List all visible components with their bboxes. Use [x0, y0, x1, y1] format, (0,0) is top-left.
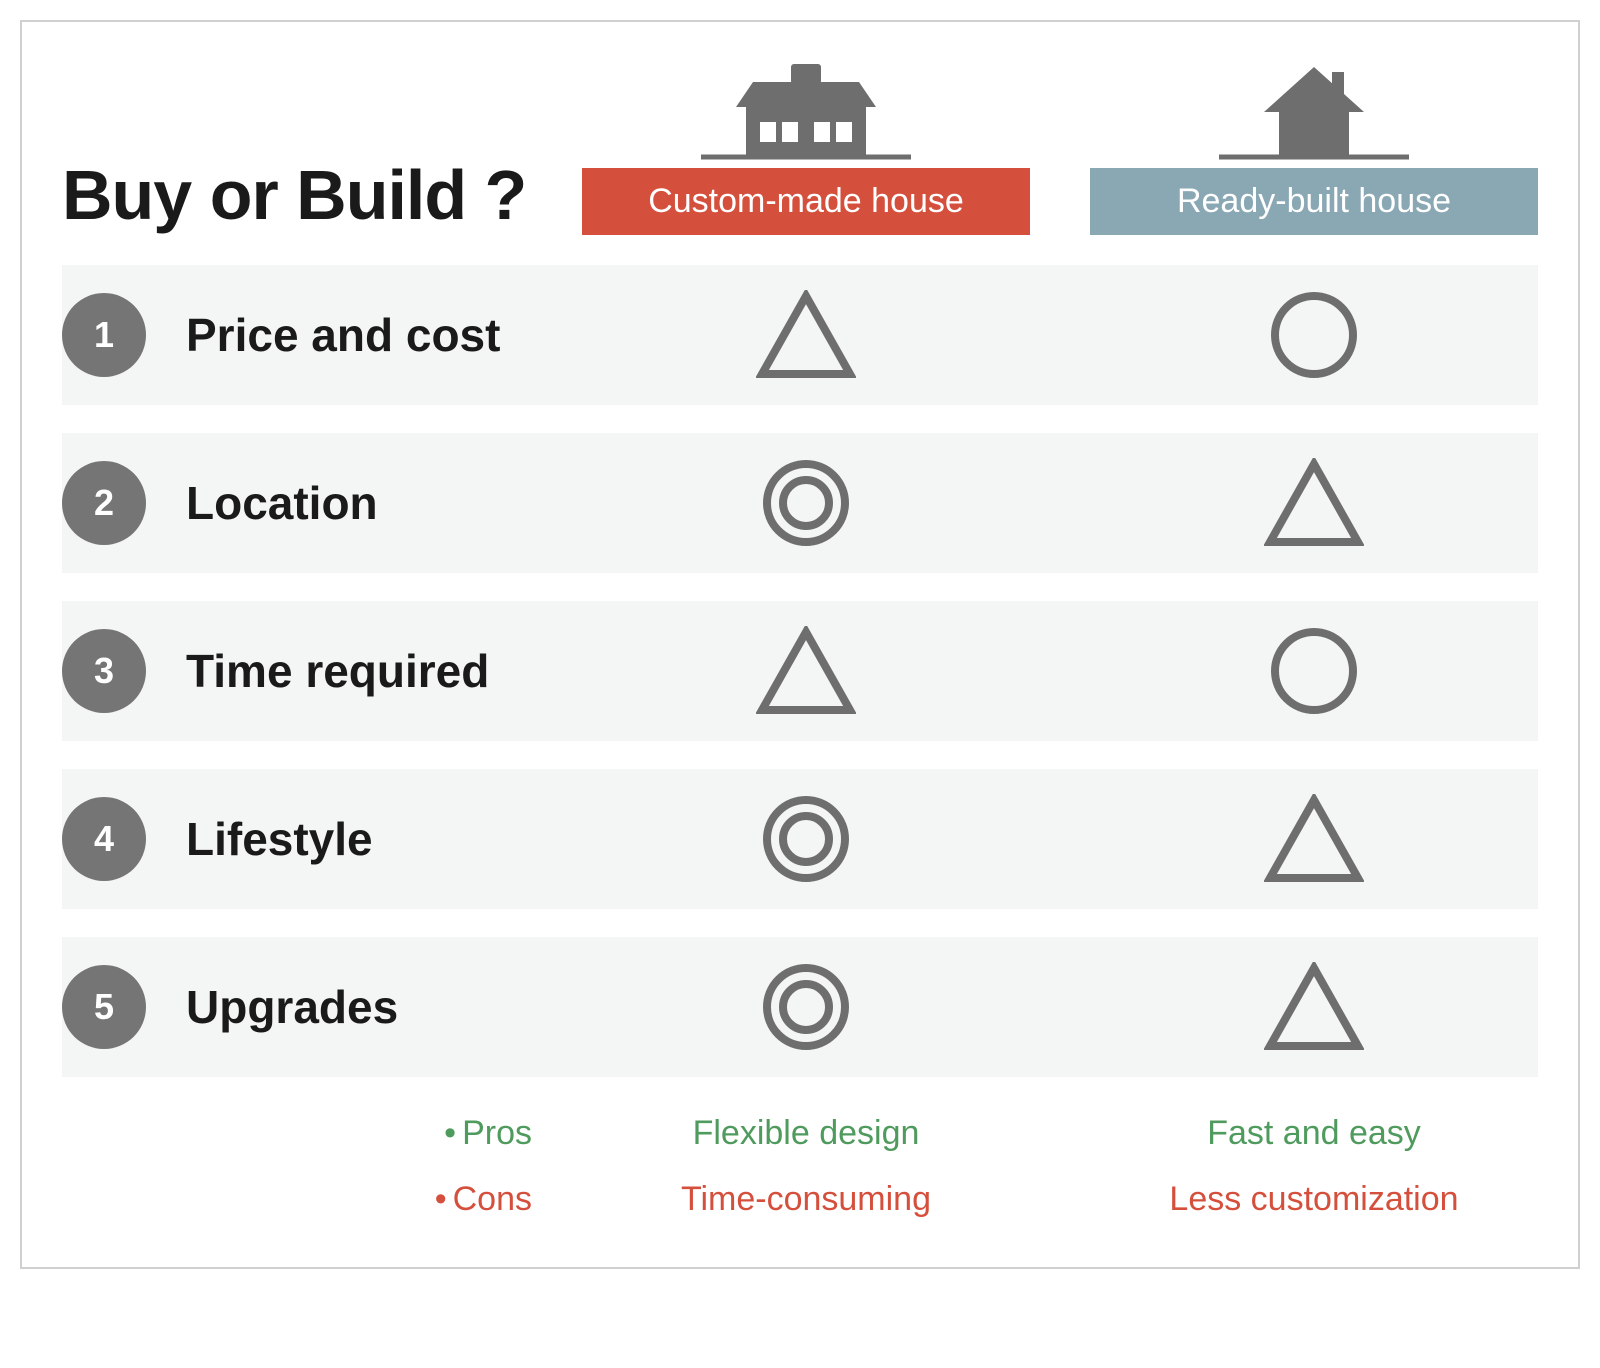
table-row: 4 Lifestyle	[62, 769, 1538, 909]
cell-shape-icon	[582, 626, 1030, 716]
header-row: Buy or Build ? Custom-made house Ready-b…	[62, 52, 1538, 235]
row-number-badge: 2	[62, 461, 146, 545]
cell-shape-icon	[582, 794, 1030, 884]
cons-label: •Cons	[62, 1180, 582, 1219]
row-label-wrap: 4 Lifestyle	[62, 797, 582, 881]
row-number-badge: 1	[62, 293, 146, 377]
page-title: Buy or Build ?	[62, 155, 582, 235]
table-row: 5 Upgrades	[62, 937, 1538, 1077]
house-simple-icon	[1204, 52, 1424, 168]
cons-col2: Less customization	[1090, 1180, 1538, 1219]
row-label-wrap: 1 Price and cost	[62, 293, 582, 377]
table-row: 2 Location	[62, 433, 1538, 573]
row-label-wrap: 3 Time required	[62, 629, 582, 713]
cell-shape-icon	[1090, 626, 1538, 716]
column-header-ready: Ready-built house	[1090, 52, 1538, 235]
table-row: 3 Time required	[62, 601, 1538, 741]
footer-cons-row: •Cons Time-consuming Less customization	[62, 1171, 1538, 1227]
row-label: Upgrades	[186, 980, 398, 1034]
row-label-wrap: 2 Location	[62, 461, 582, 545]
comparison-infographic: Buy or Build ? Custom-made house Ready-b…	[20, 20, 1580, 1269]
pros-col1: Flexible design	[582, 1114, 1030, 1153]
cell-shape-icon	[582, 962, 1030, 1052]
cell-shape-icon	[582, 290, 1030, 380]
cell-shape-icon	[1090, 794, 1538, 884]
cons-col1: Time-consuming	[582, 1180, 1030, 1219]
pros-label: •Pros	[62, 1114, 582, 1153]
row-label: Lifestyle	[186, 812, 373, 866]
row-label: Price and cost	[186, 308, 500, 362]
footer-pros-row: •Pros Flexible design Fast and easy	[62, 1105, 1538, 1161]
row-label: Time required	[186, 644, 489, 698]
rows-container: 1 Price and cost 2 Location 3 Time required…	[62, 265, 1538, 1077]
cell-shape-icon	[1090, 290, 1538, 380]
cell-shape-icon	[582, 458, 1030, 548]
column-header-custom: Custom-made house	[582, 52, 1030, 235]
cell-shape-icon	[1090, 458, 1538, 548]
row-label: Location	[186, 476, 378, 530]
column-label-ready: Ready-built house	[1090, 168, 1538, 235]
row-number-badge: 4	[62, 797, 146, 881]
column-label-custom: Custom-made house	[582, 168, 1030, 235]
row-number-badge: 5	[62, 965, 146, 1049]
pros-col2: Fast and easy	[1090, 1114, 1538, 1153]
table-row: 1 Price and cost	[62, 265, 1538, 405]
house-detailed-icon	[696, 52, 916, 168]
row-number-badge: 3	[62, 629, 146, 713]
cell-shape-icon	[1090, 962, 1538, 1052]
row-label-wrap: 5 Upgrades	[62, 965, 582, 1049]
